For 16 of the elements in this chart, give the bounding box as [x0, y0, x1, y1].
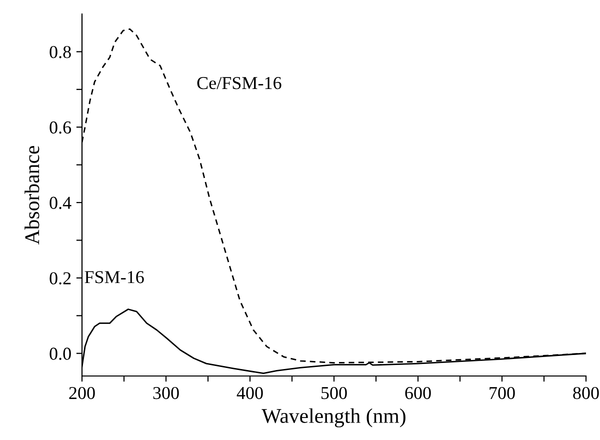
series-label: FSM-16: [84, 271, 144, 284]
x-axis-title: Wavelength (nm): [262, 408, 406, 428]
x-tick-label: 600: [405, 386, 431, 400]
x-tick-label: 300: [153, 386, 179, 400]
x-tick-label: 400: [236, 386, 263, 400]
y-tick-label: 0.4: [50, 196, 72, 210]
y-tick-label: 0.6: [50, 121, 72, 134]
x-tick-label: 800: [573, 386, 599, 400]
x-tick-label: 500: [322, 386, 347, 400]
y-axis-title: Absorbance: [24, 146, 40, 245]
x-tick-label: 700: [490, 386, 515, 400]
x-tick-label: 200: [69, 386, 95, 400]
y-tick-label: 0.8: [50, 46, 71, 58]
series-label: Ce/FSM-16: [197, 77, 282, 90]
y-tick-label: 0.0: [50, 348, 71, 360]
y-tick-label: 0.2: [50, 272, 71, 284]
